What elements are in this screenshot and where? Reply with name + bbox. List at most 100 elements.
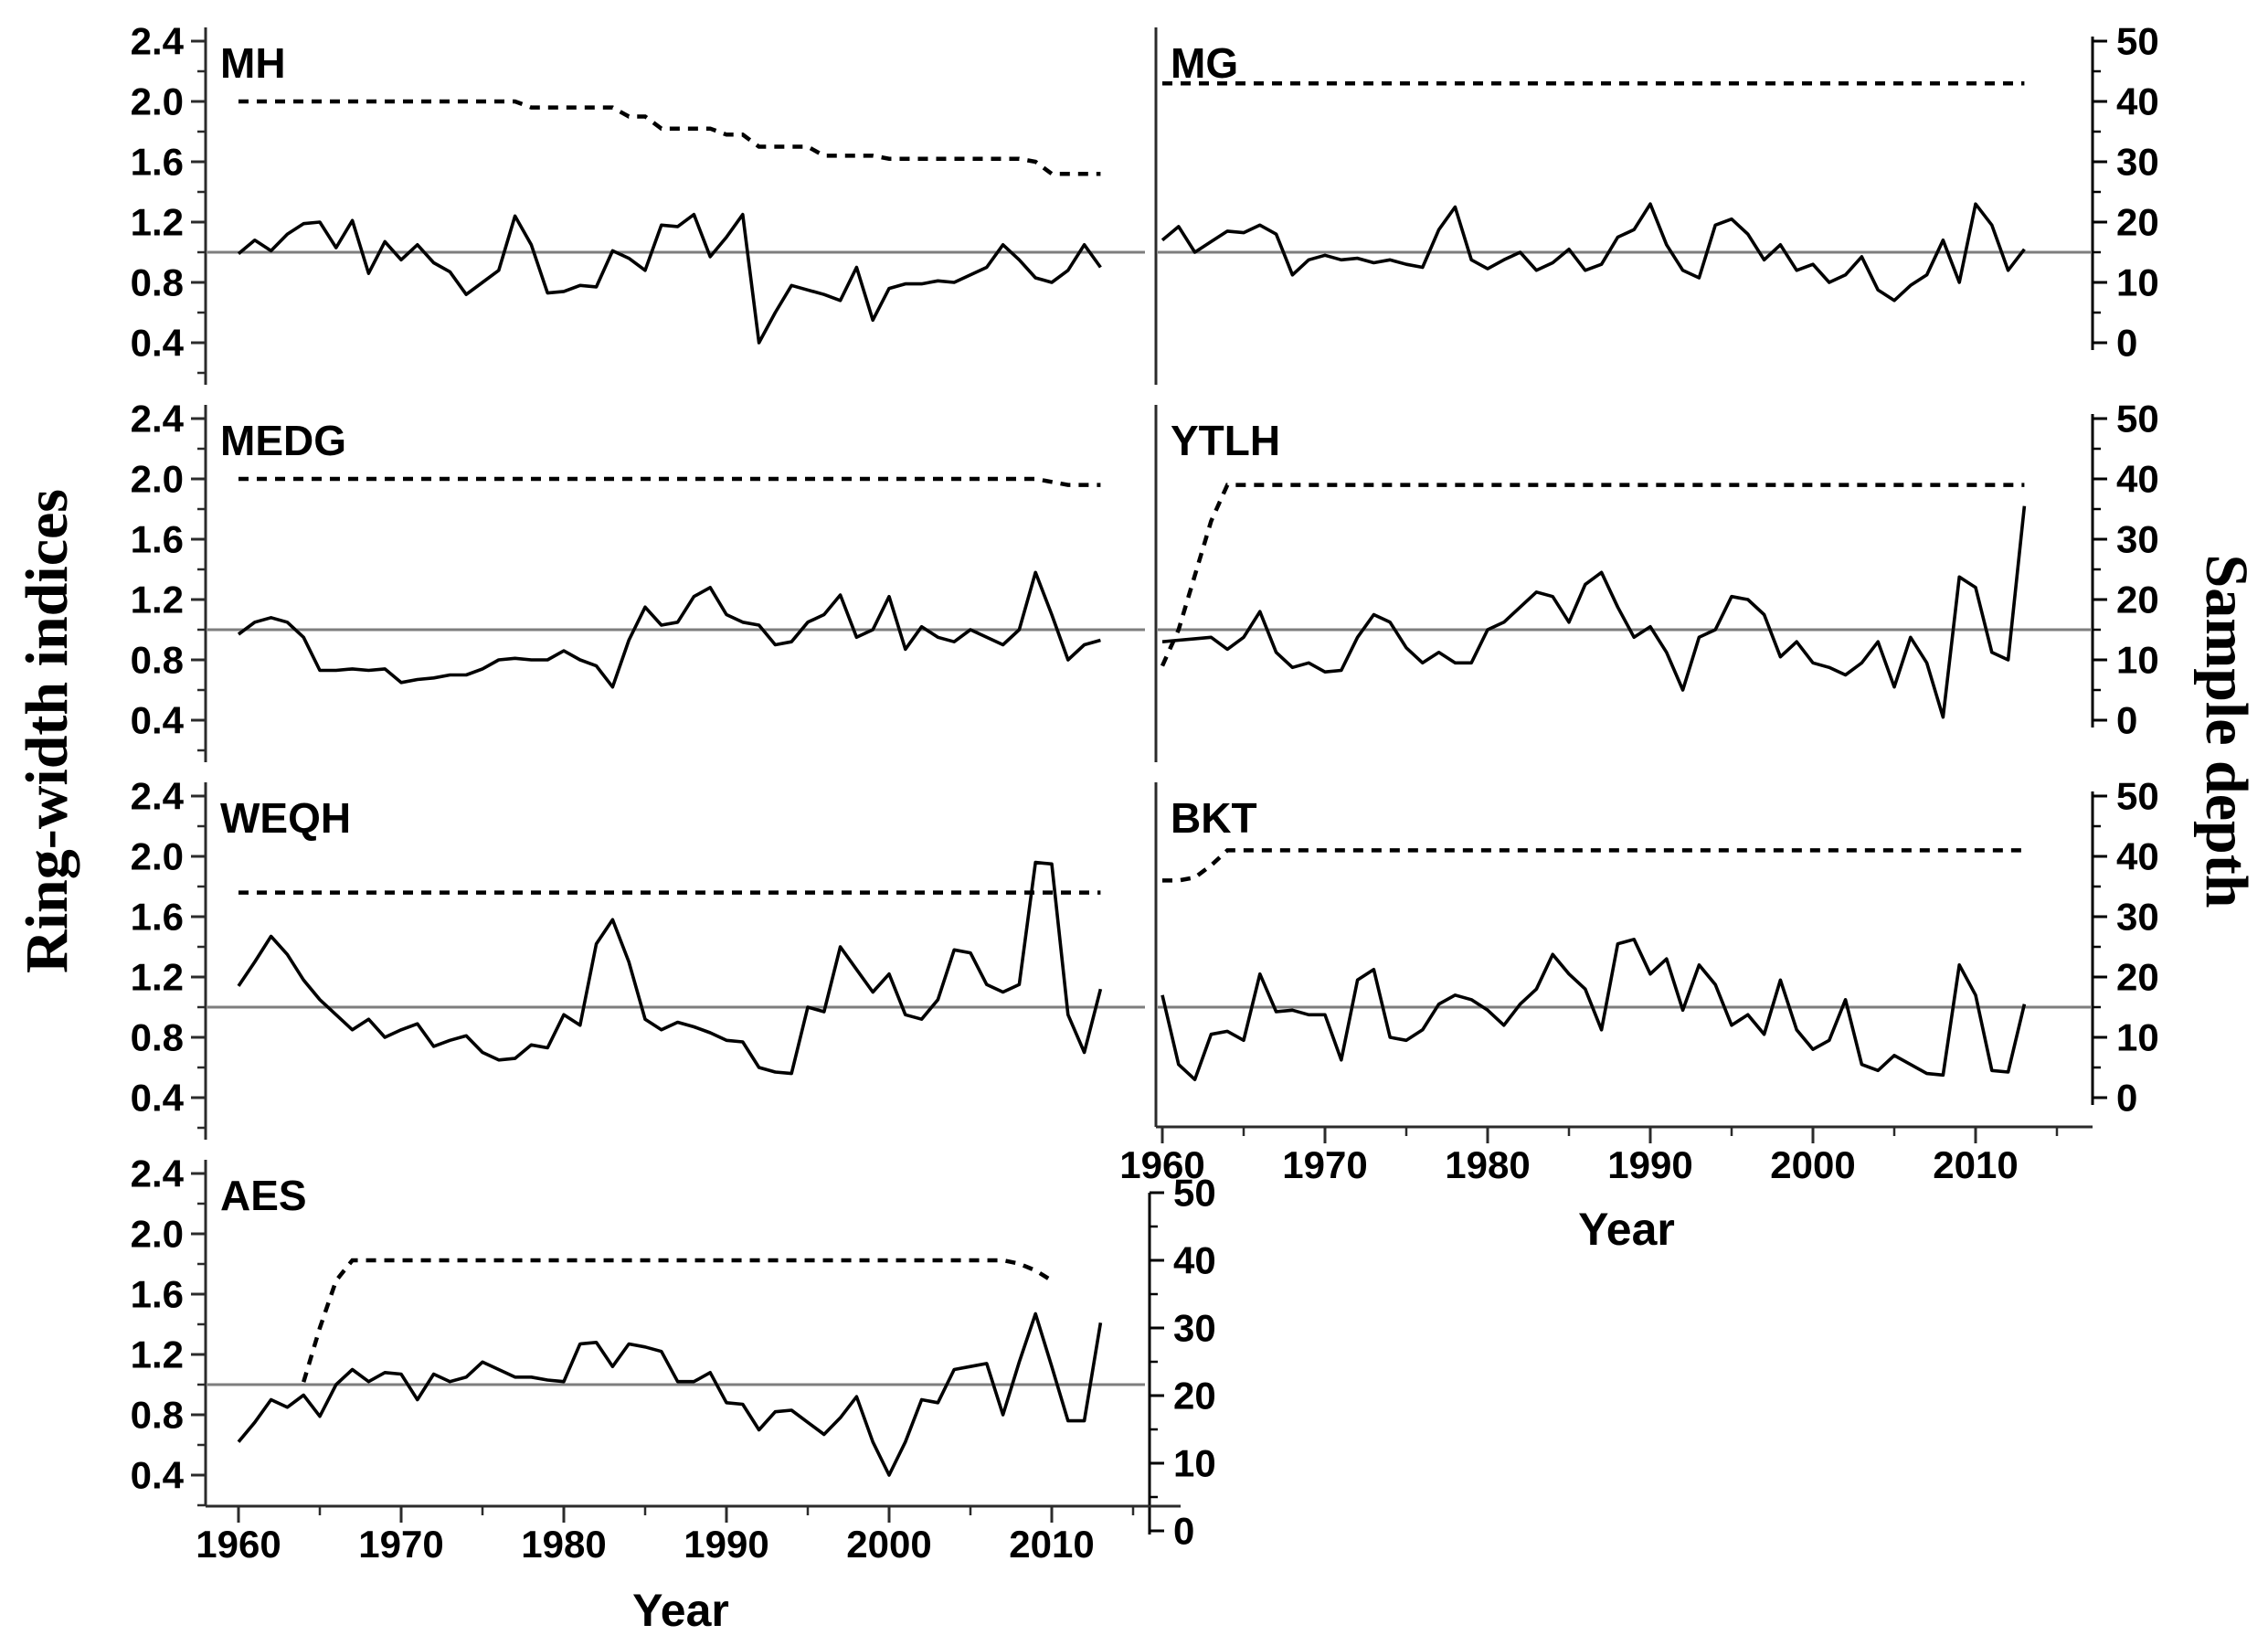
rw-tick-label: 2.4 bbox=[131, 1152, 185, 1195]
rw-tick-label: 0.8 bbox=[131, 261, 184, 304]
depth-tick-label: 40 bbox=[2116, 80, 2159, 123]
rw-axis-MEDG: 2.4 2.0 1.6 1.2 0.8 0.4 bbox=[131, 398, 206, 752]
sample-depth-line-YTLH bbox=[1160, 483, 2025, 667]
year-tick-label: 1970 bbox=[358, 1523, 443, 1566]
rw-axis-AES: 2.4 2.0 1.6 1.2 0.8 0.4 bbox=[131, 1152, 206, 1507]
depth-tick-label: 20 bbox=[1173, 1375, 1216, 1418]
rw-tick-label: 1.2 bbox=[131, 956, 184, 999]
sample-depth-line-AES bbox=[302, 1258, 1054, 1383]
right-axis-title: Sample depth bbox=[2193, 554, 2260, 908]
panel-label-MG: MG bbox=[1171, 39, 1238, 87]
year-tick-label: 1980 bbox=[1445, 1143, 1530, 1186]
year-tick-label: 1990 bbox=[684, 1523, 768, 1566]
panel-MEDG: 2.4 2.0 1.6 1.2 0.8 0.4 MEDG bbox=[131, 398, 1145, 762]
rwi-line-AES bbox=[237, 1311, 1103, 1477]
depth-tick-label: 30 bbox=[1173, 1307, 1216, 1350]
depth-tick-label: 10 bbox=[2116, 639, 2159, 682]
rwi-line-MG bbox=[1160, 202, 2026, 303]
year-tick-label: 2000 bbox=[1770, 1143, 1855, 1186]
panel-MH: 2.4 2.0 1.6 1.2 0.8 0.4 MH bbox=[131, 20, 1145, 385]
panel-WEQH: 2.4 2.0 1.6 1.2 0.8 0.4 WEQH bbox=[131, 775, 1145, 1140]
rwi-line-MEDG bbox=[237, 570, 1101, 689]
depth-tick-label: 40 bbox=[2116, 835, 2159, 878]
rw-tick-label: 0.8 bbox=[131, 1016, 184, 1059]
rw-tick-label: 1.6 bbox=[131, 896, 184, 939]
rw-tick-label: 1.2 bbox=[131, 201, 184, 244]
rw-tick-label: 0.8 bbox=[131, 639, 184, 682]
rw-tick-label: 2.4 bbox=[131, 20, 185, 63]
rw-tick-label: 1.6 bbox=[131, 141, 184, 184]
depth-tick-label: 0 bbox=[2116, 322, 2137, 365]
depth-tick-label: 20 bbox=[2116, 201, 2159, 244]
year-tick-label: 1980 bbox=[521, 1523, 606, 1566]
depth-tick-label: 50 bbox=[2116, 775, 2159, 818]
rw-tick-label: 2.0 bbox=[131, 835, 184, 878]
rw-tick-label: 2.4 bbox=[131, 775, 185, 818]
rwi-line-YTLH bbox=[1161, 505, 2027, 719]
depth-tick-label: 10 bbox=[2116, 261, 2159, 304]
depth-tick-label: 0 bbox=[1173, 1510, 1194, 1553]
year-axis-BKT: 1960 1970 1980 1990 2000 2010 bbox=[1119, 1125, 2093, 1186]
rw-tick-label: 2.0 bbox=[131, 458, 184, 501]
year-tick-label: 2000 bbox=[846, 1523, 931, 1566]
rwi-line-BKT bbox=[1160, 938, 2027, 1081]
rwi-line-MH bbox=[237, 212, 1102, 345]
year-tick-label: 1990 bbox=[1607, 1143, 1692, 1186]
panel-MG: 50 40 30 20 10 0 MG bbox=[1154, 20, 2159, 385]
rw-tick-label: 0.4 bbox=[131, 699, 185, 742]
rw-tick-label: 1.6 bbox=[131, 1273, 184, 1316]
depth-tick-label: 50 bbox=[2116, 20, 2159, 63]
year-axis-AES: 1960 1970 1980 1990 2000 2010 bbox=[196, 1504, 1181, 1566]
year-tick-label: 1960 bbox=[196, 1523, 281, 1566]
sample-depth-line-MEDG bbox=[238, 476, 1101, 487]
rw-tick-label: 0.8 bbox=[131, 1394, 184, 1437]
year-tick-label: 2010 bbox=[1009, 1523, 1094, 1566]
rw-tick-label: 1.6 bbox=[131, 518, 184, 561]
sample-depth-line-BKT bbox=[1162, 848, 2025, 883]
year-tick-label: 1970 bbox=[1282, 1143, 1367, 1186]
rw-tick-label: 0.4 bbox=[131, 322, 185, 365]
rw-tick-label: 0.4 bbox=[131, 1077, 185, 1120]
panel-label-AES: AES bbox=[220, 1172, 307, 1219]
depth-tick-label: 20 bbox=[2116, 956, 2159, 999]
depth-tick-label: 20 bbox=[2116, 579, 2159, 621]
rw-tick-label: 0.4 bbox=[131, 1454, 185, 1497]
panel-label-YTLH: YTLH bbox=[1171, 417, 1280, 464]
rwi-line-WEQH bbox=[237, 860, 1103, 1076]
depth-axis-YTLH: 50 40 30 20 10 0 bbox=[2091, 398, 2159, 742]
depth-tick-label: 0 bbox=[2116, 1077, 2137, 1120]
rw-axis-MH: 2.4 2.0 1.6 1.2 0.8 0.4 bbox=[131, 20, 206, 375]
x-axis-title-right-column: Year bbox=[1578, 1204, 1675, 1255]
rw-tick-label: 2.0 bbox=[131, 1213, 184, 1256]
rw-tick-label: 2.4 bbox=[131, 398, 185, 441]
panel-label-BKT: BKT bbox=[1171, 794, 1257, 842]
rw-tick-label: 2.0 bbox=[131, 80, 184, 123]
rw-axis-WEQH: 2.4 2.0 1.6 1.2 0.8 0.4 bbox=[131, 775, 206, 1130]
panel-label-MEDG: MEDG bbox=[220, 417, 346, 464]
depth-axis-AES: 50 40 30 20 10 0 bbox=[1148, 1172, 1216, 1553]
depth-tick-label: 0 bbox=[2116, 699, 2137, 742]
depth-tick-label: 30 bbox=[2116, 896, 2159, 939]
rw-tick-label: 1.2 bbox=[131, 579, 184, 621]
rw-tick-label: 1.2 bbox=[131, 1333, 184, 1376]
depth-tick-label: 50 bbox=[1173, 1172, 1216, 1215]
year-tick-label: 1960 bbox=[1119, 1143, 1204, 1186]
depth-axis-BKT: 50 40 30 20 10 0 bbox=[2091, 775, 2159, 1120]
depth-tick-label: 40 bbox=[1173, 1239, 1216, 1282]
sample-depth-line-MH bbox=[238, 99, 1101, 176]
depth-axis-MG: 50 40 30 20 10 0 bbox=[2091, 20, 2159, 365]
left-axis-title: Ring-width indices bbox=[14, 489, 80, 973]
depth-tick-label: 30 bbox=[2116, 518, 2159, 561]
panel-label-MH: MH bbox=[220, 39, 286, 87]
depth-tick-label: 30 bbox=[2116, 141, 2159, 184]
depth-tick-label: 10 bbox=[2116, 1016, 2159, 1059]
depth-tick-label: 50 bbox=[2116, 398, 2159, 441]
depth-tick-label: 40 bbox=[2116, 458, 2159, 501]
year-tick-label: 2010 bbox=[1933, 1143, 2018, 1186]
depth-tick-label: 10 bbox=[1173, 1442, 1216, 1485]
panel-label-WEQH: WEQH bbox=[220, 794, 351, 842]
